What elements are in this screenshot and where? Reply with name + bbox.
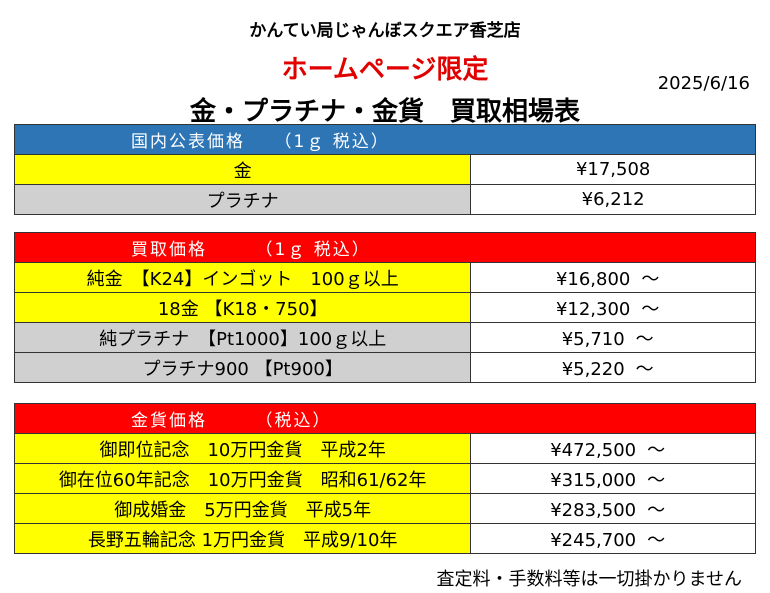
tilde-mark: ～ <box>647 469 666 491</box>
domestic-gold-name: 金 <box>13 154 472 185</box>
buy-heading: 買取価格 （1ｇ 税込） <box>14 232 756 263</box>
table-row: 御即位記念 10万円金貨 平成2年 ¥472,500 ～ <box>13 433 756 464</box>
buy-price-table: 買取価格 （1ｇ 税込） 純金 【K24】インゴット 100ｇ以上 ¥16,80… <box>13 232 756 383</box>
table-row: 御在位60年記念 10万円金貨 昭和61/62年 ¥315,000 ～ <box>13 463 756 494</box>
tilde-mark: ～ <box>641 298 660 320</box>
buy-pt1000-name: 純プラチナ 【Pt1000】100ｇ以上 <box>13 322 472 353</box>
buy-k24-price: ¥16,800 <box>555 268 631 290</box>
table-row: 金 ¥17,508 <box>13 154 756 185</box>
table-row: 18金 【K18・750】 ¥12,300 ～ <box>13 292 756 323</box>
tilde-mark: ～ <box>647 499 666 521</box>
coin-1-name: 御即位記念 10万円金貨 平成2年 <box>13 433 472 464</box>
tilde-mark: ～ <box>635 358 654 380</box>
domestic-gold-price: ¥17,508 <box>470 154 756 185</box>
coin-4-name: 長野五輪記念 1万円金貨 平成9/10年 <box>13 523 472 554</box>
buy-k18-price-cell: ¥12,300 ～ <box>470 292 756 323</box>
table-row: 純金 【K24】インゴット 100ｇ以上 ¥16,800 ～ <box>13 262 756 293</box>
buy-k24-name: 純金 【K24】インゴット 100ｇ以上 <box>13 262 472 293</box>
buy-k18-price: ¥12,300 <box>555 298 631 320</box>
limited-banner: ホームページ限定 <box>281 55 489 85</box>
table-row: 長野五輪記念 1万円金貨 平成9/10年 ¥245,700 ～ <box>13 523 756 554</box>
store-name: かんてい局じゃんぼスクエア香芝店 <box>249 21 521 41</box>
buy-pt900-name: プラチナ900 【Pt900】 <box>13 352 472 383</box>
tilde-mark: ～ <box>647 439 666 461</box>
buy-header-row: 買取価格 （1ｇ 税込） <box>14 232 756 263</box>
fee-notice: 査定料・手数料等は一切掛かりません <box>436 569 742 590</box>
table-row: 御成婚金 5万円金貨 平成5年 ¥283,500 ～ <box>13 493 756 524</box>
domestic-platinum-price: ¥6,212 <box>470 184 756 215</box>
coin-heading: 金貨価格 （税込） <box>14 403 756 434</box>
table-row: 純プラチナ 【Pt1000】100ｇ以上 ¥5,710 ～ <box>13 322 756 353</box>
coin-2-price-cell: ¥315,000 ～ <box>470 463 756 494</box>
coin-3-price: ¥283,500 <box>550 499 637 521</box>
coin-header-row: 金貨価格 （税込） <box>14 403 756 434</box>
coin-1-price-cell: ¥472,500 ～ <box>470 433 756 464</box>
buy-pt1000-price-cell: ¥5,710 ～ <box>470 322 756 353</box>
coin-1-price: ¥472,500 <box>550 439 637 461</box>
buy-k24-price-cell: ¥16,800 ～ <box>470 262 756 293</box>
domestic-heading: 国内公表価格 （1ｇ 税込） <box>14 124 756 155</box>
tilde-mark: ～ <box>641 268 660 290</box>
page-title: 金・プラチナ・金貨 買取相場表 <box>189 97 580 127</box>
table-row: プラチナ ¥6,212 <box>13 184 756 215</box>
coin-3-price-cell: ¥283,500 ～ <box>470 493 756 524</box>
date-label: 2025/6/16 <box>657 73 750 94</box>
buy-pt1000-price: ¥5,710 <box>561 328 625 350</box>
coin-price-table: 金貨価格 （税込） 御即位記念 10万円金貨 平成2年 ¥472,500 ～ 御在… <box>13 403 756 554</box>
domestic-header-row: 国内公表価格 （1ｇ 税込） <box>14 124 756 155</box>
coin-4-price: ¥245,700 <box>550 529 637 551</box>
coin-2-name: 御在位60年記念 10万円金貨 昭和61/62年 <box>13 463 472 494</box>
coin-2-price: ¥315,000 <box>550 469 637 491</box>
tilde-mark: ～ <box>635 328 654 350</box>
buy-pt900-price: ¥5,220 <box>561 358 625 380</box>
domestic-price-table: 国内公表価格 （1ｇ 税込） 金 ¥17,508 プラチナ ¥6,212 <box>13 124 756 215</box>
table-row: プラチナ900 【Pt900】 ¥5,220 ～ <box>13 352 756 383</box>
buy-k18-name: 18金 【K18・750】 <box>13 292 472 323</box>
domestic-platinum-name: プラチナ <box>13 184 472 215</box>
buy-pt900-price-cell: ¥5,220 ～ <box>470 352 756 383</box>
coin-4-price-cell: ¥245,700 ～ <box>470 523 756 554</box>
tilde-mark: ～ <box>647 529 666 551</box>
coin-3-name: 御成婚金 5万円金貨 平成5年 <box>13 493 472 524</box>
